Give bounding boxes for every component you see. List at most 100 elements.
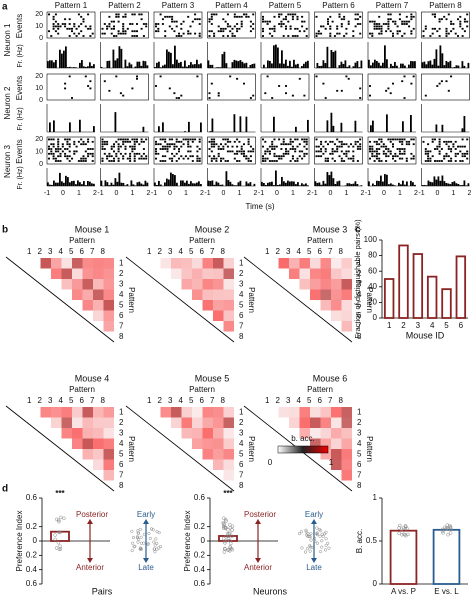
x-tick-label: 0 — [115, 190, 119, 197]
annotation: Late — [306, 563, 322, 572]
histogram-bar — [360, 60, 363, 68]
sample-dot — [139, 541, 144, 545]
raster-event — [155, 148, 157, 150]
histogram-bar — [198, 181, 200, 186]
raster-event — [187, 138, 190, 141]
raster-event — [347, 77, 350, 80]
histogram-bar — [382, 181, 384, 186]
raster-event — [285, 25, 287, 28]
histogram-bar — [467, 62, 470, 68]
raster-event — [429, 160, 432, 162]
histogram-bar — [384, 174, 386, 186]
histogram-bar — [390, 63, 392, 68]
histogram-bar — [77, 180, 79, 186]
histogram-bar — [53, 62, 55, 68]
raster-event — [268, 160, 271, 162]
histogram-bar — [443, 181, 446, 186]
raster-event — [282, 35, 285, 37]
bar — [412, 253, 424, 319]
histogram-bar — [380, 175, 382, 186]
raster-event — [180, 23, 183, 25]
histogram-bar — [267, 182, 269, 186]
raster-event — [224, 27, 227, 30]
histogram-bar — [182, 180, 184, 186]
raster-event — [301, 157, 304, 160]
histogram-bar — [463, 180, 466, 186]
sample-dot — [315, 526, 319, 530]
raster-event — [296, 18, 299, 21]
histogram-bar — [190, 62, 192, 68]
histogram-bar — [168, 179, 170, 186]
raster-event — [213, 145, 216, 148]
raster-event — [389, 150, 392, 153]
raster-frame — [260, 11, 310, 39]
raster-event — [371, 35, 374, 37]
raster-event — [324, 27, 327, 30]
raster-event — [68, 138, 71, 141]
raster-event — [392, 82, 394, 85]
raster-event — [133, 140, 136, 143]
raster-event — [278, 13, 281, 16]
raster-event — [331, 140, 334, 143]
histogram-bar — [166, 178, 168, 186]
raster-event — [122, 157, 125, 160]
raster-event — [305, 140, 308, 143]
raster-event — [175, 140, 178, 143]
raster-event — [117, 150, 120, 153]
heat-cell — [61, 428, 72, 439]
raster-event — [194, 32, 197, 35]
histogram-bar — [400, 63, 402, 68]
histogram-bar — [316, 62, 319, 68]
raster-event — [427, 155, 430, 158]
heat-cell — [103, 289, 114, 300]
raster-event — [294, 35, 297, 37]
histogram-bar — [158, 126, 160, 132]
raster-event — [392, 32, 394, 35]
raster-event — [208, 92, 211, 95]
raster-event — [268, 145, 271, 148]
sample-dot — [230, 534, 234, 539]
raster-event — [327, 18, 329, 21]
raster-event — [271, 145, 274, 148]
raster-event — [405, 160, 408, 162]
raster-event — [461, 35, 464, 37]
histogram-bar — [394, 61, 396, 68]
y-tick-label: 10 — [35, 85, 43, 92]
raster-event — [354, 18, 357, 21]
histogram-bar — [435, 179, 438, 186]
raster-event — [68, 75, 71, 78]
raster-event — [298, 77, 301, 80]
heat-cell — [181, 268, 192, 279]
histogram-bar — [61, 181, 63, 186]
raster-event — [262, 15, 264, 18]
raster-event — [264, 20, 267, 23]
heat-cell — [93, 438, 104, 449]
histogram-bar — [368, 181, 370, 186]
x-tick-label: 4 — [430, 321, 435, 330]
histogram-bar — [297, 182, 299, 186]
histogram-bar — [281, 50, 283, 68]
raster-event — [403, 20, 406, 23]
raster-event — [394, 23, 397, 25]
raster-event — [119, 92, 122, 95]
raster-event — [301, 15, 304, 18]
sample-dot — [405, 526, 409, 531]
y-label: Events — [15, 14, 24, 38]
raster-event — [215, 160, 218, 162]
raster-event — [196, 75, 199, 78]
histogram-bar — [239, 116, 242, 132]
raster-event — [226, 145, 229, 148]
raster-event — [343, 152, 346, 155]
histogram-bar — [215, 67, 218, 68]
x-tick-label: -1 — [258, 190, 264, 197]
raster-event — [345, 155, 348, 158]
x-tick-label: A vs. P — [391, 587, 416, 596]
raster-event — [48, 138, 50, 141]
raster-event — [434, 15, 436, 18]
raster-event — [424, 25, 427, 28]
raster-event — [359, 145, 362, 148]
raster-event — [389, 140, 392, 143]
sample-dot — [154, 537, 158, 541]
raster-event — [457, 18, 459, 21]
sample-dot — [131, 535, 136, 540]
